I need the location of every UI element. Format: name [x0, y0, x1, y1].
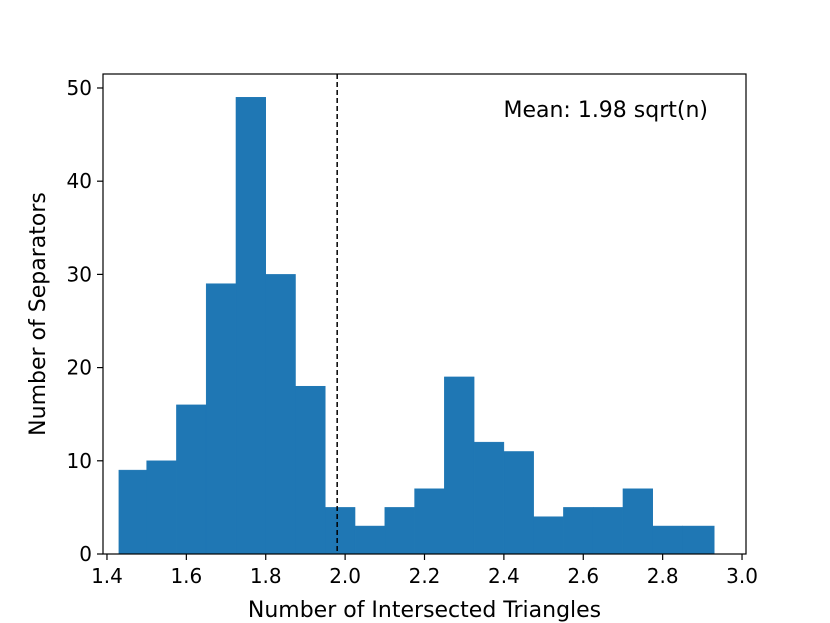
histogram-bar [533, 516, 564, 555]
histogram-bar [354, 525, 386, 555]
y-axis-ticks: 0 10 20 30 40 50 [67, 76, 103, 566]
x-tick-label: 1.8 [250, 564, 282, 588]
x-axis-title: Number of Intersected Triangles [248, 598, 601, 623]
histogram-bar [205, 283, 237, 555]
y-tick-label: 40 [67, 169, 92, 193]
histogram-bar [384, 507, 415, 555]
y-tick-label: 0 [79, 542, 92, 566]
histogram-bar [473, 441, 505, 555]
histogram-bar [563, 507, 594, 555]
y-tick-label: 30 [67, 262, 92, 286]
histogram-bar [235, 97, 266, 555]
x-tick-label: 1.4 [91, 564, 123, 588]
histogram-bar [503, 451, 534, 555]
histogram-bar [325, 507, 356, 555]
y-tick-label: 50 [67, 76, 92, 100]
histogram-bar [265, 274, 296, 555]
histogram-bar [652, 525, 683, 555]
histogram-bar [444, 376, 475, 555]
histogram-bar [592, 507, 624, 555]
y-axis-title: Number of Separators [26, 192, 51, 436]
mean-annotation: Mean: 1.98 sqrt(n) [503, 98, 708, 123]
x-axis-ticks: 1.4 1.6 1.8 2.0 2.2 2.4 2.6 2.8 3.0 [91, 554, 758, 588]
x-tick-label: 3.0 [726, 564, 758, 588]
histogram-bar [295, 385, 326, 555]
x-tick-label: 2.2 [409, 564, 441, 588]
bars-layer [118, 97, 715, 555]
x-tick-label: 1.6 [170, 564, 202, 588]
histogram-bar [146, 460, 177, 555]
y-tick-label: 10 [67, 449, 92, 473]
histogram-bar [682, 525, 715, 555]
y-tick-label: 20 [67, 356, 92, 380]
x-tick-label: 2.6 [567, 564, 599, 588]
histogram-bar [118, 469, 147, 555]
histogram-bar [176, 404, 207, 555]
histogram-bar [622, 488, 653, 555]
histogram-bar [414, 488, 445, 555]
x-tick-label: 2.4 [488, 564, 520, 588]
x-tick-label: 2.8 [647, 564, 679, 588]
x-tick-label: 2.0 [329, 564, 361, 588]
